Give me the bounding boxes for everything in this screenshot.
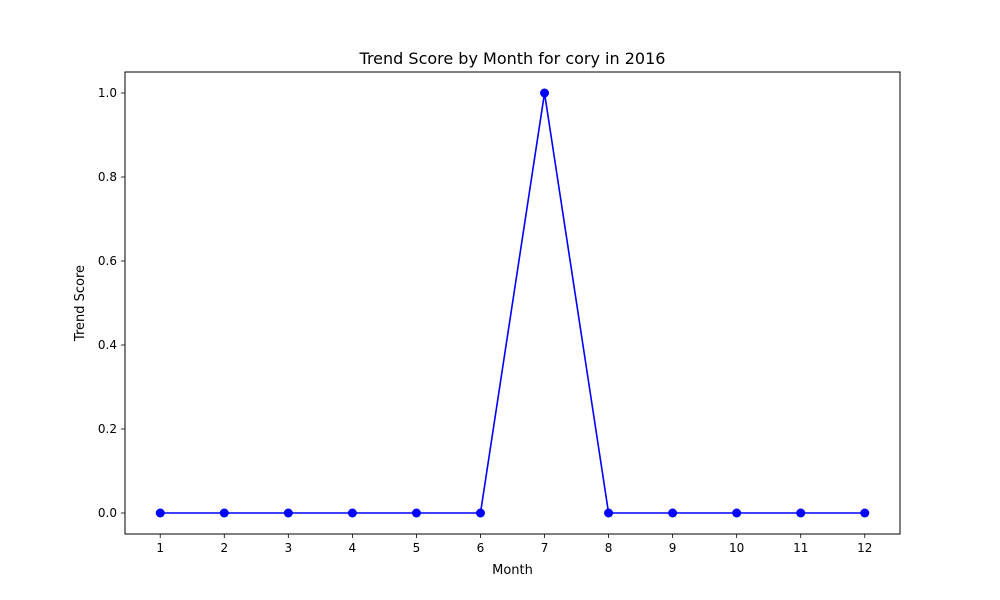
x-tick-label: 7 — [541, 541, 549, 555]
y-tick-label: 0.2 — [98, 422, 117, 436]
data-point — [219, 508, 229, 518]
y-tick-label: 0.0 — [98, 506, 117, 520]
x-tick-label: 11 — [793, 541, 808, 555]
x-tick-label: 5 — [413, 541, 421, 555]
data-point — [475, 508, 485, 518]
x-tick-label: 3 — [285, 541, 293, 555]
data-point — [347, 508, 357, 518]
x-tick-label: 9 — [669, 541, 677, 555]
data-point — [796, 508, 806, 518]
data-point — [283, 508, 293, 518]
y-axis-label: Trend Score — [73, 265, 88, 342]
y-tick-label: 0.6 — [98, 254, 117, 268]
x-tick-label: 8 — [605, 541, 613, 555]
y-tick-label: 0.4 — [98, 338, 117, 352]
x-tick-label: 1 — [156, 541, 164, 555]
data-point — [604, 508, 614, 518]
x-axis-ticks: 1 2 3 4 5 6 7 8 9 10 11 12 — [156, 534, 872, 555]
series-layer — [155, 88, 870, 518]
y-axis-ticks: 0.0 0.2 0.4 0.6 0.8 1.0 — [98, 86, 125, 520]
data-point — [540, 88, 550, 98]
x-tick-label: 12 — [857, 541, 872, 555]
data-point — [732, 508, 742, 518]
series-line — [160, 92, 865, 514]
x-axis-label: Month — [492, 563, 533, 578]
plot-area-frame — [124, 71, 901, 535]
x-tick-label: 6 — [477, 541, 485, 555]
x-tick-label: 4 — [349, 541, 357, 555]
y-tick-label: 0.8 — [98, 170, 117, 184]
chart-title: Trend Score by Month for cory in 2016 — [359, 49, 666, 68]
x-tick-label: 2 — [220, 541, 228, 555]
data-point — [411, 508, 421, 518]
data-point — [668, 508, 678, 518]
data-point — [860, 508, 870, 518]
x-tick-label: 10 — [729, 541, 744, 555]
y-tick-label: 1.0 — [98, 86, 117, 100]
data-point — [155, 508, 165, 518]
